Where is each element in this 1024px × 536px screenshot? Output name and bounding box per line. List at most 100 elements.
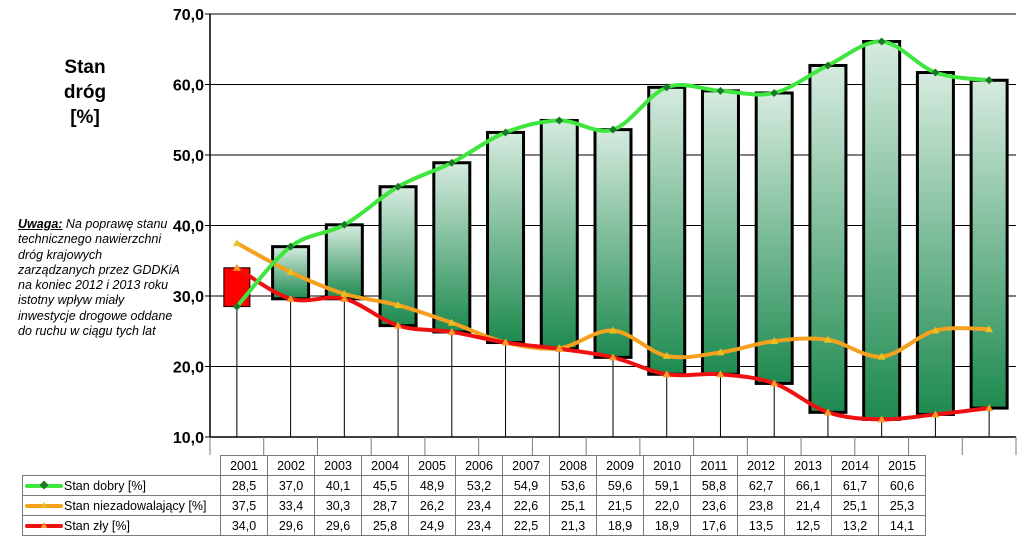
data-label: 25,3 bbox=[878, 495, 926, 516]
data-point bbox=[770, 379, 779, 387]
range-box bbox=[593, 128, 633, 359]
data-point bbox=[555, 344, 564, 352]
chart-note: Uwaga: Na poprawę stanu technicznego naw… bbox=[18, 217, 180, 339]
y-axis-label-line: Stan bbox=[64, 57, 106, 78]
data-point bbox=[662, 351, 671, 359]
x-tick-label: 2006 bbox=[455, 455, 503, 476]
data-point bbox=[232, 263, 241, 271]
data-point bbox=[286, 268, 295, 276]
data-label: 53,2 bbox=[455, 475, 503, 496]
data-point bbox=[609, 326, 617, 334]
data-point bbox=[716, 86, 725, 95]
data-label: 45,5 bbox=[361, 475, 409, 496]
data-point bbox=[232, 302, 241, 311]
data-label: 37,5 bbox=[220, 495, 268, 516]
data-label: 40,1 bbox=[314, 475, 362, 496]
range-box bbox=[700, 89, 740, 376]
data-label: 21,4 bbox=[784, 495, 832, 516]
data-label: 23,8 bbox=[737, 495, 785, 516]
legend-entry: Stan niezadowalający [%] bbox=[22, 495, 221, 516]
data-point bbox=[340, 294, 349, 302]
x-tick-label: 2002 bbox=[267, 455, 315, 476]
x-tick-label: 2007 bbox=[502, 455, 550, 476]
data-point bbox=[823, 61, 832, 70]
range-box bbox=[969, 78, 1009, 410]
x-tick-label: 2003 bbox=[314, 455, 362, 476]
data-point bbox=[985, 404, 994, 412]
data-table: 2001 2002 2003 2004 2005 2006 2007 2008 2009 2010… bbox=[22, 455, 926, 536]
data-label: 59,1 bbox=[643, 475, 691, 496]
data-label: 66,1 bbox=[784, 475, 832, 496]
data-point bbox=[232, 239, 241, 247]
data-label: 53,6 bbox=[549, 475, 597, 496]
table-row: Stan dobry [%] 28,5 37,0 40,1 45,5 48,9 53,2 54… bbox=[22, 475, 926, 496]
table-row: Stan niezadowalający [%] 37,5 33,4 30,3 28,7… bbox=[22, 495, 926, 516]
table-header-row: 2001 2002 2003 2004 2005 2006 2007 2008 2009 2010… bbox=[23, 455, 926, 476]
data-label: 22,0 bbox=[643, 495, 691, 516]
x-tick-label: 2001 bbox=[220, 455, 268, 476]
data-label: 28,5 bbox=[220, 475, 268, 496]
data-label: 26,2 bbox=[408, 495, 456, 516]
table-corner bbox=[23, 456, 221, 476]
x-tick-label: 2005 bbox=[408, 455, 456, 476]
data-point bbox=[770, 88, 779, 97]
data-point bbox=[877, 352, 886, 360]
range-box bbox=[754, 91, 794, 385]
data-point bbox=[447, 318, 456, 326]
legend-label: Stan dobry [%] bbox=[64, 478, 146, 493]
y-axis-label-line: [%] bbox=[70, 107, 100, 128]
data-point bbox=[877, 37, 886, 46]
range-box bbox=[915, 71, 955, 416]
x-tick-label: 2010 bbox=[643, 455, 691, 476]
data-point bbox=[394, 182, 403, 191]
y-axis-label-line: dróg bbox=[63, 82, 107, 103]
legend-swatch bbox=[25, 501, 63, 511]
data-label: 33,4 bbox=[267, 495, 315, 516]
data-point bbox=[394, 301, 403, 309]
data-label: 25,1 bbox=[549, 495, 597, 516]
data-point bbox=[662, 83, 671, 92]
y-tick-label: 50,0 bbox=[173, 148, 204, 165]
range-box bbox=[862, 39, 902, 421]
data-point bbox=[985, 76, 994, 85]
data-point bbox=[340, 220, 349, 229]
data-label: 60,6 bbox=[878, 475, 926, 496]
legend-label: Stan niezadowalający [%] bbox=[64, 498, 207, 513]
legend-entry: Stan dobry [%] bbox=[22, 475, 221, 496]
data-label: 54,9 bbox=[502, 475, 550, 496]
data-label: 30,3 bbox=[314, 495, 362, 516]
y-tick-label: 70,0 bbox=[173, 7, 204, 24]
legend-swatch bbox=[25, 480, 63, 491]
data-label: 23,6 bbox=[690, 495, 738, 516]
data-point bbox=[662, 370, 671, 378]
data-point bbox=[447, 158, 456, 167]
data-label: 62,7 bbox=[737, 475, 785, 496]
data-label: 37,0 bbox=[267, 475, 315, 496]
data-label: 59,6 bbox=[596, 475, 644, 496]
y-axis-label: Stan dróg [%] bbox=[40, 55, 130, 130]
data-point bbox=[716, 348, 725, 356]
data-label: 25,1 bbox=[831, 495, 879, 516]
data-point bbox=[823, 408, 832, 416]
x-tick-label: 2011 bbox=[690, 455, 738, 476]
data-label: 21,5 bbox=[596, 495, 644, 516]
x-tick-label: 2014 bbox=[831, 455, 879, 476]
legend-swatch bbox=[25, 521, 63, 531]
note-text: Na poprawę stanu technicznego nawierzchn… bbox=[18, 217, 180, 339]
data-point bbox=[340, 289, 349, 297]
x-tick-label: 2008 bbox=[549, 455, 597, 476]
data-point bbox=[286, 242, 295, 251]
range-box bbox=[432, 161, 472, 334]
y-tick-label: 40,0 bbox=[173, 219, 204, 236]
data-point bbox=[931, 326, 940, 334]
y-tick-label: 30,0 bbox=[173, 289, 204, 306]
y-tick-label: 20,0 bbox=[173, 360, 204, 377]
note-lead: Uwaga: bbox=[18, 217, 63, 231]
data-point bbox=[447, 327, 456, 335]
data-point bbox=[985, 325, 994, 333]
x-tick-label: 2013 bbox=[784, 455, 832, 476]
data-point bbox=[609, 353, 617, 361]
y-tick-label: 10,0 bbox=[173, 430, 204, 447]
x-tick-label: 2012 bbox=[737, 455, 785, 476]
data-point bbox=[931, 410, 940, 418]
